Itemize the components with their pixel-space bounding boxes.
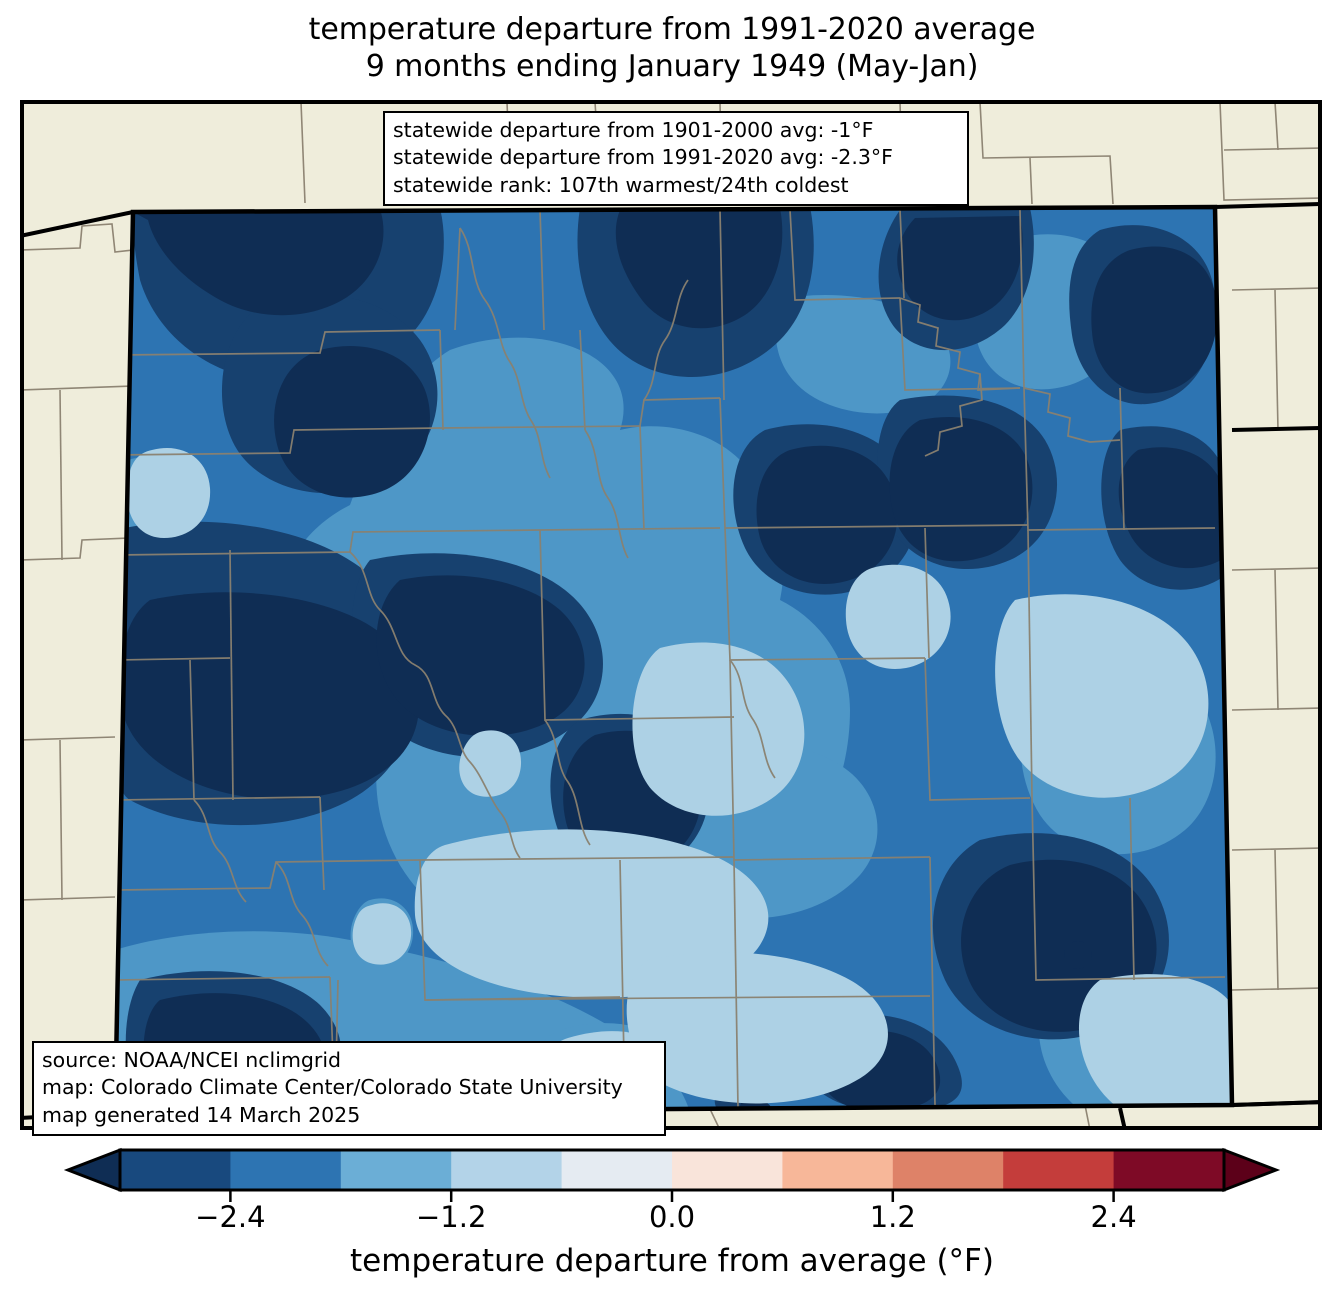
source-line: source: NOAA/NCEI nclimgrid	[42, 1048, 342, 1072]
colorbar-extend-low	[63, 1147, 122, 1193]
temperature-contours	[115, 207, 1232, 1113]
colorado-temperature-map	[22, 102, 1320, 1128]
contour-band-below-minus3	[119, 208, 1229, 1113]
colorbar-svg	[63, 1147, 1281, 1202]
colorbar-band-2	[340, 1150, 452, 1190]
colorbar-band-7	[892, 1150, 1004, 1190]
stats-departure-1991-2020: statewide departure from 1991-2020 avg: …	[393, 145, 893, 170]
colorbar-band-9	[1113, 1150, 1225, 1190]
map-credit-line: map: Colorado Climate Center/Colorado St…	[42, 1075, 623, 1100]
colorbar-band-4	[561, 1150, 673, 1190]
colorbar	[0, 1145, 1344, 1205]
stats-departure-1901-2000: statewide departure from 1901-2000 avg: …	[393, 118, 874, 142]
map-frame	[20, 100, 1322, 1130]
colorado-county-lines	[115, 209, 1226, 1113]
colorbar-band-1	[230, 1150, 342, 1190]
colorbar-tick-marks	[229, 1190, 1115, 1202]
colorbar-band-8	[1003, 1150, 1115, 1190]
colorbar-tick-labels: −2.4 −1.2 0.0 1.2 2.4	[0, 1200, 1344, 1240]
colorbar-tick-label-2: 0.0	[648, 1200, 696, 1234]
colorbar-tick-label-1: −1.2	[415, 1200, 487, 1234]
colorbar-tick-label-4: 2.4	[1090, 1200, 1137, 1234]
title-line-2: 9 months ending January 1949 (May-Jan)	[365, 48, 979, 84]
title-line-1: temperature departure from 1991-2020 ave…	[308, 12, 1036, 47]
map-generated-line: map generated 14 March 2025	[42, 1102, 361, 1127]
colorbar-axis-label: temperature departure from average (°F)	[350, 1243, 994, 1279]
colorbar-tick-label-0: −2.4	[195, 1200, 266, 1234]
colorbar-bands	[63, 1147, 1281, 1193]
colorbar-tick-label-3: 1.2	[869, 1200, 916, 1234]
page-title: temperature departure from 1991-2020 ave…	[0, 12, 1344, 85]
stats-rank: statewide rank: 107th warmest/24th colde…	[393, 172, 849, 197]
statewide-stats-box: statewide departure from 1901-2000 avg: …	[383, 111, 969, 206]
colorbar-band-0	[120, 1150, 231, 1190]
colorbar-band-5	[672, 1150, 783, 1190]
colorbar-band-3	[451, 1150, 563, 1190]
colorbar-band-6	[782, 1150, 894, 1190]
source-attribution-box: source: NOAA/NCEI nclimgrid map: Colorad…	[32, 1041, 666, 1136]
colorbar-extend-high	[1222, 1147, 1281, 1193]
